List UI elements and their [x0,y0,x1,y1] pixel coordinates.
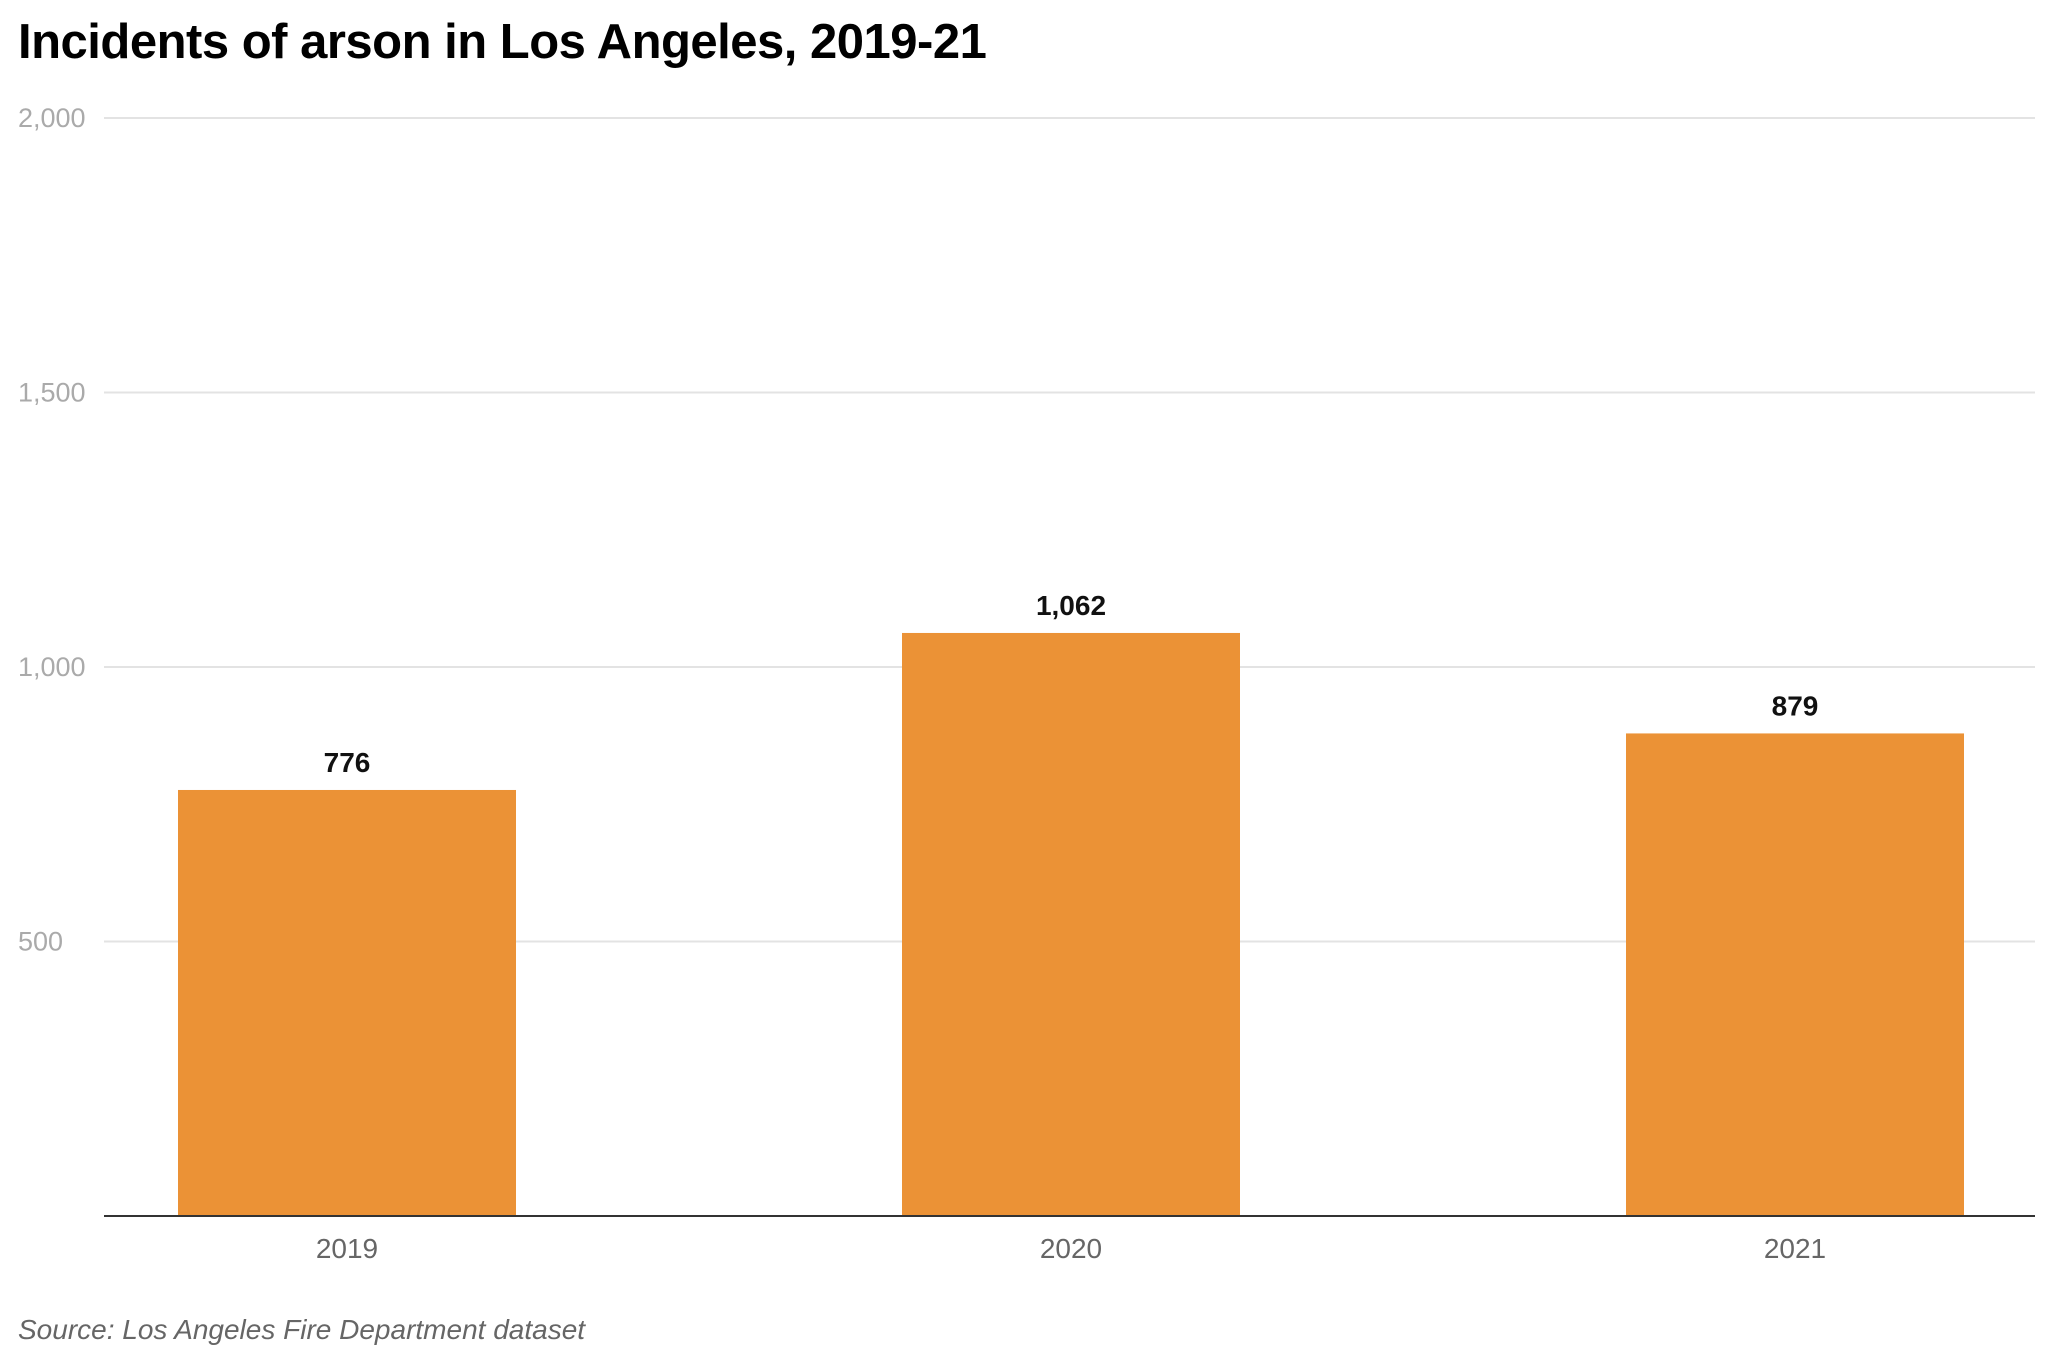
y-tick-label: 500 [18,927,63,957]
data-label: 776 [324,747,371,778]
y-tick-label: 2,000 [18,103,86,133]
x-tick-label: 2019 [316,1233,378,1264]
bar-2019 [178,789,516,1216]
bar-2020 [902,632,1240,1216]
chart-title: Incidents of arson in Los Angeles, 2019-… [18,15,987,69]
data-label: 1,062 [1036,590,1106,621]
x-tick-label: 2020 [1040,1233,1102,1264]
x-tick-label: 2021 [1764,1233,1826,1264]
source-note: Source: Los Angeles Fire Department data… [18,1314,586,1345]
y-tick-label: 1,500 [18,378,86,408]
data-label: 879 [1772,690,1819,721]
y-tick-label: 1,000 [18,652,86,682]
bar-2021 [1626,733,1964,1216]
